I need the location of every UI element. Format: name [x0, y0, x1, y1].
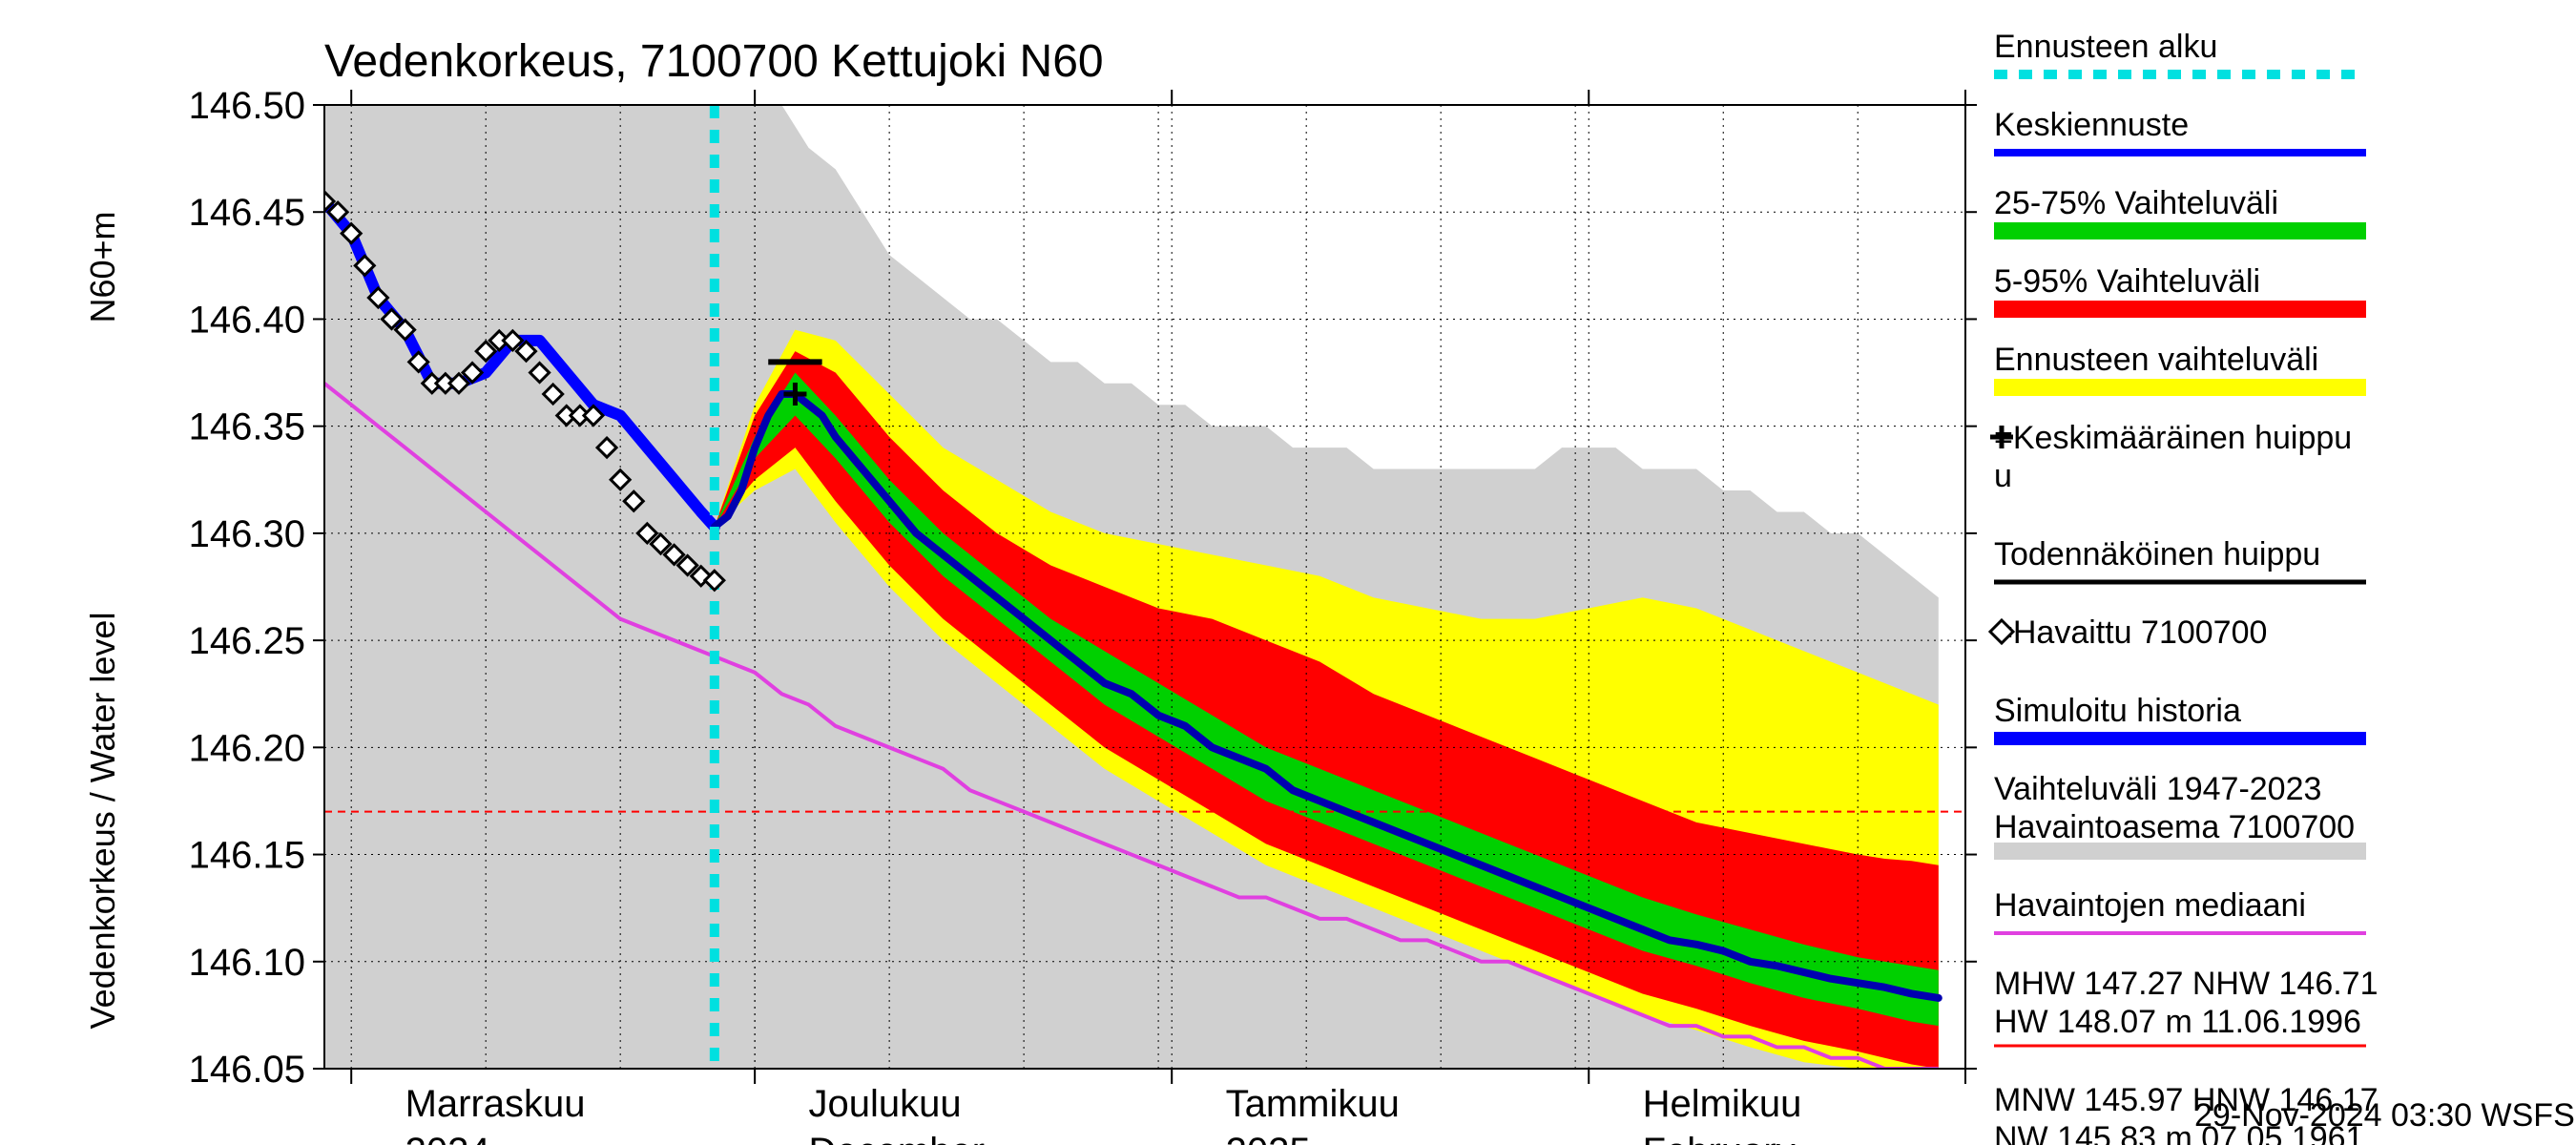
legend-item-label: Keskiennuste	[1994, 107, 2189, 143]
legend-item-label: MHW 147.27 NHW 146.71	[1994, 966, 2379, 1002]
svg-text:Joulukuu: Joulukuu	[809, 1083, 962, 1125]
legend-item-sublabel: HW 148.07 m 11.06.1996	[1994, 1004, 2361, 1040]
legend-item-label: =Keskimääräinen huippu	[1994, 420, 2352, 456]
y-axis-title-top: N60+m	[83, 211, 122, 323]
legend-item-label: 25-75% Vaihteluväli	[1994, 185, 2278, 221]
svg-text:February: February	[1643, 1131, 1796, 1145]
legend-item-label: Ennusteen vaihteluväli	[1994, 342, 2318, 378]
svg-text:Helmikuu: Helmikuu	[1643, 1083, 1802, 1125]
svg-text:146.35: 146.35	[189, 406, 305, 448]
svg-text:146.15: 146.15	[189, 835, 305, 877]
legend-item-label: Simuloitu historia	[1994, 693, 2241, 729]
chart-container: { "title": "Vedenkorkeus, 7100700 Kettuj…	[0, 0, 2576, 1145]
water-level-chart: 146.05 146.10 146.15 146.20 146.25 146.30 146.…	[0, 0, 2576, 1145]
svg-text:146.10: 146.10	[189, 942, 305, 984]
svg-text:December: December	[809, 1131, 986, 1145]
legend-item-sublabel: NW 145.83 m 07.05.1961	[1994, 1120, 2363, 1145]
svg-text:146.30: 146.30	[189, 513, 305, 555]
svg-text:146.20: 146.20	[189, 727, 305, 769]
svg-text:2024: 2024	[405, 1131, 490, 1145]
legend-item-label: 5-95% Vaihteluväli	[1994, 263, 2260, 300]
svg-text:146.40: 146.40	[189, 299, 305, 341]
legend-item-label: Havaintojen mediaani	[1994, 887, 2306, 924]
svg-text:Marraskuu: Marraskuu	[405, 1083, 586, 1125]
svg-text:146.45: 146.45	[189, 192, 305, 234]
svg-text:2025: 2025	[1226, 1131, 1311, 1145]
legend-item-label: Ennusteen alku	[1994, 29, 2217, 65]
svg-text:146.50: 146.50	[189, 85, 305, 127]
legend: Ennusteen alku Keskiennuste 25-75% Vaihtel…	[1990, 29, 2379, 1145]
legend-item-label: Vaihteluväli 1947-2023	[1994, 771, 2321, 807]
legend-item-label: =Havaittu 7100700	[1994, 614, 2267, 651]
chart-title: Vedenkorkeus, 7100700 Kettujoki N60	[324, 36, 1104, 87]
svg-text:146.05: 146.05	[189, 1049, 305, 1091]
svg-text:u: u	[1994, 458, 2012, 494]
legend-item-label: MNW 145.97 HNW 146.17	[1994, 1082, 2379, 1118]
svg-text:Tammikuu: Tammikuu	[1226, 1083, 1400, 1125]
y-axis-title-bottom: Vedenkorkeus / Water level	[83, 613, 122, 1030]
svg-text:146.25: 146.25	[189, 620, 305, 662]
legend-item-label: Todennäköinen huippu	[1994, 536, 2320, 572]
legend-item-sublabel: Havaintoasema 7100700	[1994, 809, 2355, 845]
